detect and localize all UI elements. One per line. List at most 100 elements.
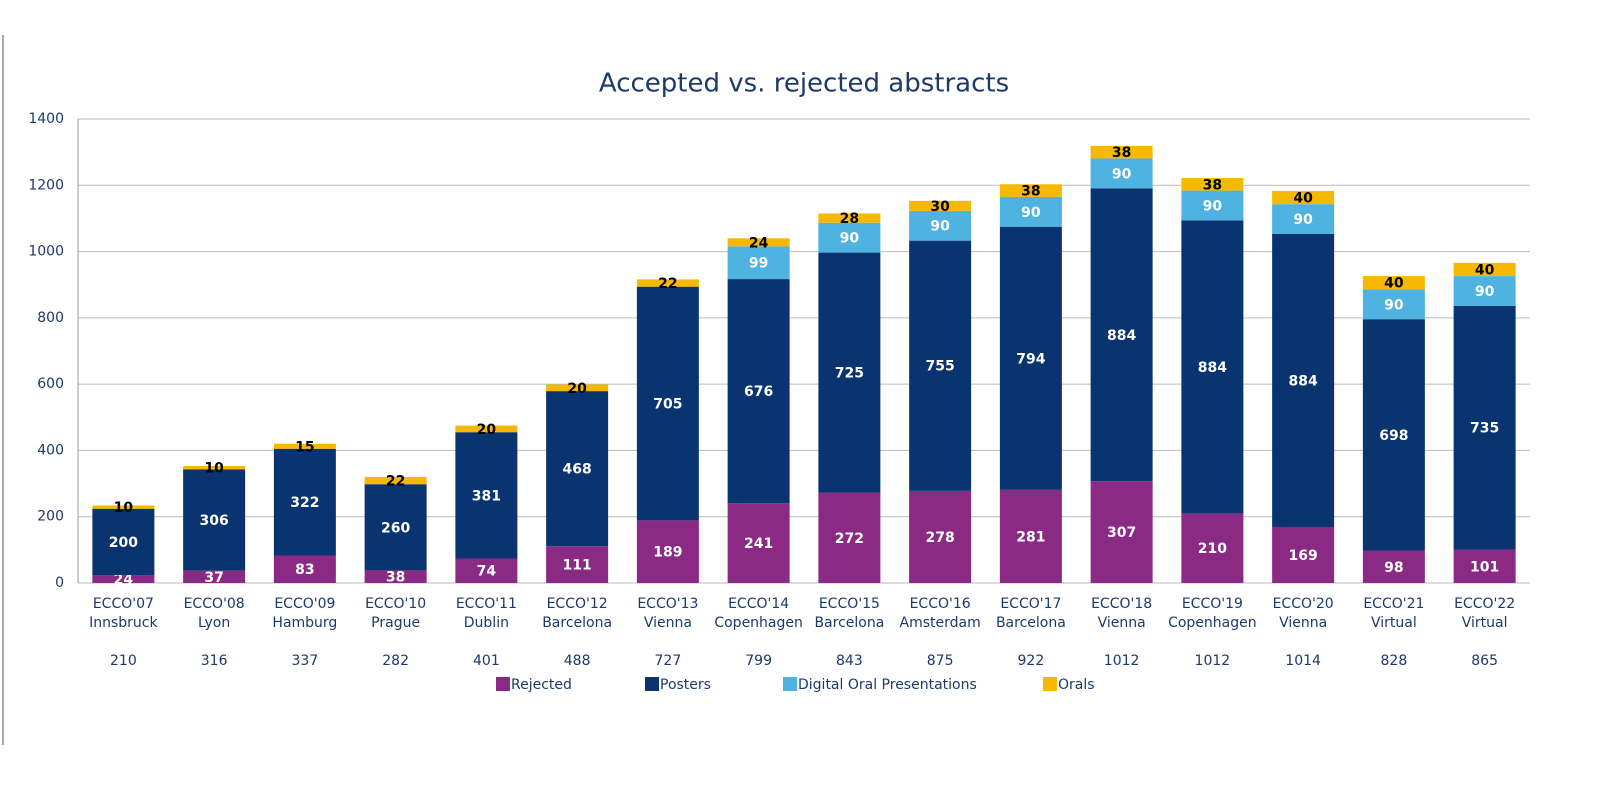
value-label: 90 xyxy=(1021,205,1041,221)
y-tick-label: 1200 xyxy=(28,177,64,193)
y-tick-label: 400 xyxy=(37,442,64,458)
bar-segment xyxy=(999,196,1062,227)
bar-segment xyxy=(636,279,699,287)
value-label: 90 xyxy=(930,219,950,235)
bar-segment xyxy=(546,391,609,547)
legend-swatch xyxy=(783,677,797,691)
bar-segment xyxy=(1090,145,1153,159)
value-label: 74 xyxy=(477,564,497,580)
value-label: 98 xyxy=(1384,560,1403,576)
bar-segment xyxy=(183,570,246,583)
legend-label: Orals xyxy=(1058,677,1095,693)
x-tick-label: ECCO'20 xyxy=(1273,596,1334,612)
x-tick-label: Hamburg xyxy=(272,615,337,631)
bar-segment xyxy=(1453,305,1516,550)
bar-segment xyxy=(364,570,427,583)
total-label: 727 xyxy=(655,653,682,669)
value-label: 676 xyxy=(744,384,773,400)
bar-segment xyxy=(455,432,518,559)
value-label: 99 xyxy=(749,256,768,272)
x-tick-label: ECCO'16 xyxy=(910,596,971,612)
x-tick-label: Vienna xyxy=(644,615,692,631)
legend-label: Digital Oral Presentations xyxy=(798,677,977,693)
total-label: 316 xyxy=(201,653,228,669)
value-label: 306 xyxy=(200,513,229,529)
bar-segment xyxy=(1181,177,1244,191)
total-label: 488 xyxy=(564,653,591,669)
value-label: 698 xyxy=(1379,428,1408,444)
x-tick-label: ECCO'22 xyxy=(1454,596,1515,612)
x-tick-label: Prague xyxy=(371,615,420,631)
bar-segment xyxy=(364,476,427,485)
y-tick-label: 1000 xyxy=(28,244,64,260)
bar-segment xyxy=(818,213,881,223)
value-label: 755 xyxy=(926,359,955,375)
x-tick-label: ECCO'13 xyxy=(637,596,698,612)
bar-segment xyxy=(999,489,1062,583)
bar-segment xyxy=(273,448,336,556)
bar-segment xyxy=(1272,526,1335,583)
x-tick-label: Barcelona xyxy=(996,615,1066,631)
x-tick-label: Barcelona xyxy=(814,615,884,631)
bar-segment xyxy=(92,508,155,576)
x-tick-label: ECCO'15 xyxy=(819,596,880,612)
bar-segment xyxy=(1362,550,1425,583)
x-tick-label: Copenhagen xyxy=(1168,615,1257,631)
x-tick-label: Copenhagen xyxy=(714,615,803,631)
value-label: 90 xyxy=(1293,212,1313,228)
value-label: 200 xyxy=(109,535,138,551)
value-label: 381 xyxy=(472,488,501,504)
total-label: 865 xyxy=(1471,653,1498,669)
bar-segment xyxy=(1362,289,1425,320)
bar-segment xyxy=(183,466,246,470)
x-tick-label: Barcelona xyxy=(542,615,612,631)
value-label: 20 xyxy=(567,381,587,397)
value-label: 794 xyxy=(1016,351,1045,367)
value-label: 38 xyxy=(386,570,405,586)
value-label: 10 xyxy=(114,500,134,516)
value-label: 884 xyxy=(1198,360,1227,376)
x-tick-label: ECCO'07 xyxy=(93,596,154,612)
total-label: 210 xyxy=(110,653,137,669)
value-label: 40 xyxy=(1475,262,1495,278)
bar-segment xyxy=(1090,481,1153,583)
x-tick-label: ECCO'18 xyxy=(1091,596,1152,612)
legend-swatch xyxy=(496,677,510,691)
chart-title: Accepted vs. rejected abstracts xyxy=(599,69,1009,99)
total-label: 401 xyxy=(473,653,500,669)
value-label: 189 xyxy=(653,545,682,561)
value-label: 24 xyxy=(114,572,134,588)
bar-segment xyxy=(92,505,155,509)
x-tick-label: Dublin xyxy=(464,615,509,631)
bar-segment xyxy=(1453,262,1516,277)
bar-segment xyxy=(273,555,336,583)
bar-segment xyxy=(727,238,790,247)
value-label: 260 xyxy=(381,520,410,536)
value-label: 735 xyxy=(1470,421,1499,437)
bar-segment xyxy=(818,252,881,493)
x-tick-label: ECCO'08 xyxy=(184,596,245,612)
bar-segment xyxy=(1181,513,1244,583)
value-label: 241 xyxy=(744,536,773,552)
total-label: 1012 xyxy=(1104,653,1140,669)
value-label: 111 xyxy=(563,558,592,574)
value-label: 15 xyxy=(295,439,314,455)
bar-segment xyxy=(1272,190,1335,205)
x-tick-label: ECCO'14 xyxy=(728,596,789,612)
x-tick-label: ECCO'12 xyxy=(547,596,608,612)
y-tick-label: 200 xyxy=(37,509,64,525)
value-label: 24 xyxy=(749,235,769,251)
value-label: 38 xyxy=(1021,184,1040,200)
bar-segment xyxy=(1090,158,1153,189)
bar-segment xyxy=(909,210,972,241)
value-label: 210 xyxy=(1198,541,1227,557)
value-label: 38 xyxy=(1112,145,1131,161)
legend-swatch xyxy=(645,677,659,691)
bar-segment xyxy=(909,490,972,583)
legend-swatch xyxy=(1043,677,1057,691)
value-label: 278 xyxy=(926,530,955,546)
bar-segment xyxy=(1181,220,1244,514)
bar-segment xyxy=(1453,276,1516,306)
y-tick-label: 600 xyxy=(37,376,64,392)
